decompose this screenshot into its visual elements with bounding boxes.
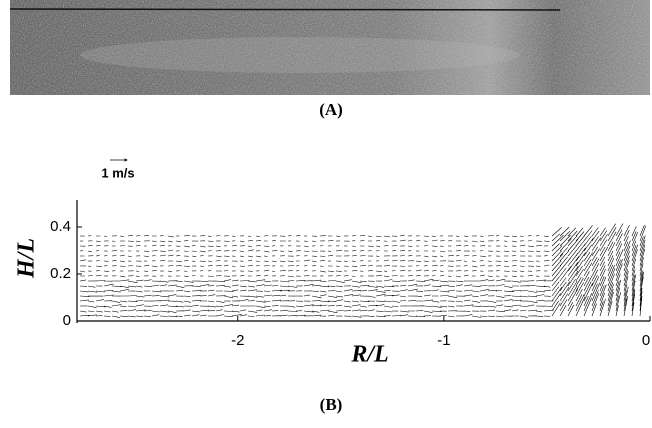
panel-label: (B) <box>320 395 343 414</box>
vector-field <box>79 223 647 318</box>
x-axis-label: R/L <box>350 342 388 368</box>
panel-label: (A) <box>319 100 343 119</box>
y-tick-label: 0 <box>63 312 71 329</box>
y-tick-label: 0.2 <box>50 265 71 282</box>
x-tick-label: -2 <box>231 332 244 349</box>
x-tick-label: 0 <box>642 332 650 349</box>
scale-label: 1 m/s <box>101 165 134 180</box>
panel-a-image <box>9 0 650 95</box>
y-tick-label: 0.4 <box>50 218 71 235</box>
x-tick-label: -1 <box>437 332 450 349</box>
y-axis-label: H/L <box>14 238 40 279</box>
vectors <box>79 223 647 318</box>
